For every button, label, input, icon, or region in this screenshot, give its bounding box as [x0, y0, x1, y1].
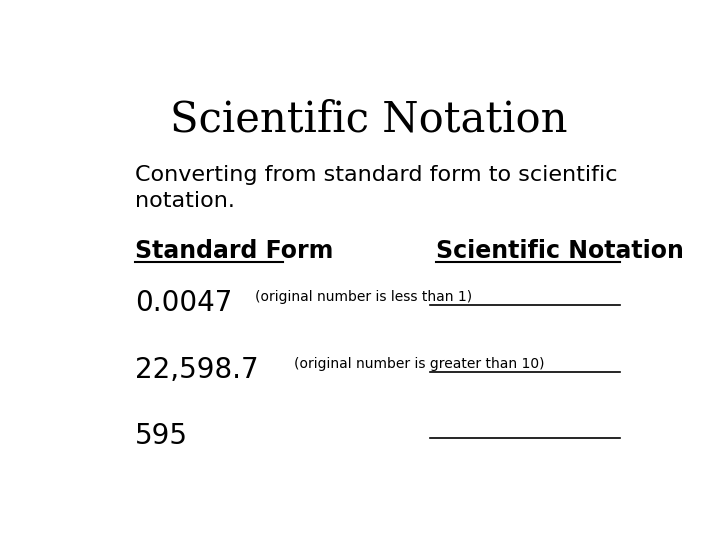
Text: (original number is greater than 10): (original number is greater than 10): [294, 357, 544, 370]
Text: 595: 595: [135, 422, 188, 450]
Text: Scientific Notation: Scientific Notation: [170, 98, 568, 140]
Text: Scientific Notation: Scientific Notation: [436, 239, 684, 264]
Text: (original number is less than 1): (original number is less than 1): [255, 290, 472, 304]
Text: 22,598.7: 22,598.7: [135, 356, 258, 384]
Text: 0.0047: 0.0047: [135, 289, 232, 318]
Text: Converting from standard form to scientific
notation.: Converting from standard form to scienti…: [135, 165, 617, 211]
Text: Standard Form: Standard Form: [135, 239, 333, 264]
